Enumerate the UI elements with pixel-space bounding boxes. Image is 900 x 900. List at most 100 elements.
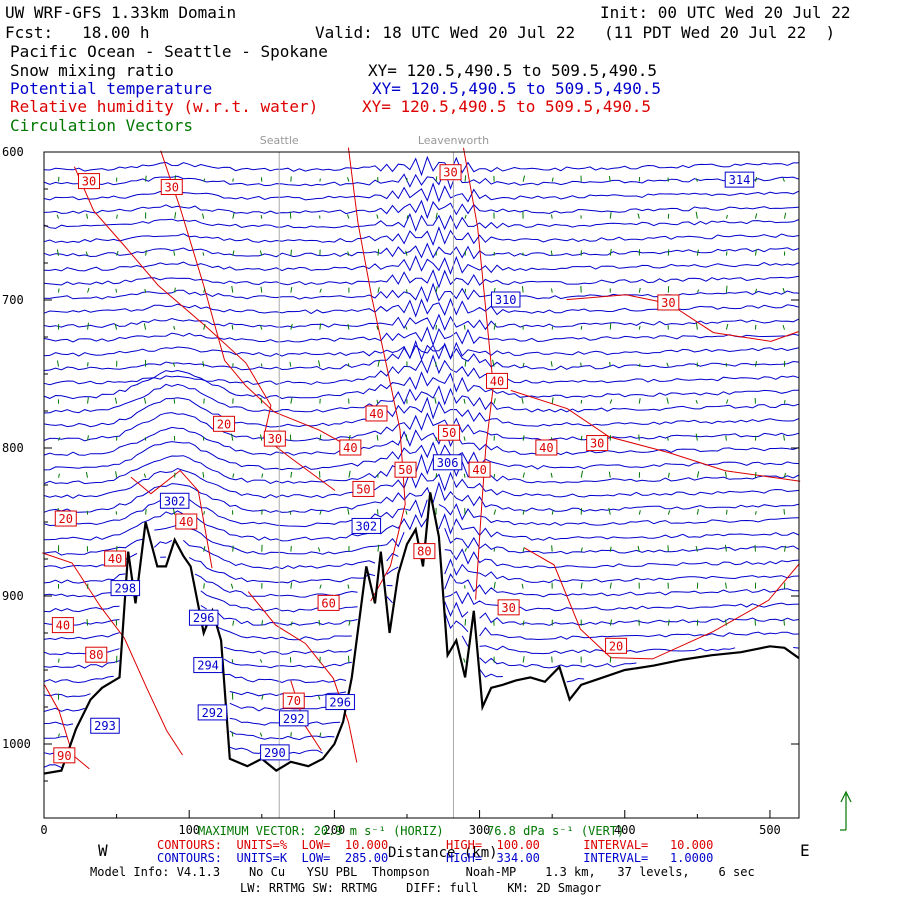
vector-arrow (290, 582, 293, 589)
vector-arrow (144, 288, 147, 293)
theta-contour-label: 296 (193, 611, 215, 625)
rh-contour-line (524, 547, 800, 660)
vector-arrow (551, 545, 553, 552)
vector-arrow (725, 582, 727, 589)
rh-contour-label: 40 (179, 515, 193, 529)
theta-contour-line (43, 764, 62, 769)
vector-arrow (609, 323, 612, 330)
rh-contour-label: 40 (343, 441, 357, 455)
vector-arrow (172, 362, 176, 367)
vector-arrow (405, 434, 408, 441)
vector-arrow (58, 733, 60, 737)
vector-arrow (551, 177, 554, 182)
vector-arrow (290, 471, 293, 478)
vector-arrow (464, 288, 467, 293)
theta-contour-label-box (188, 609, 219, 626)
vector-arrow (580, 325, 583, 330)
theta-contour-info: CONTOURS: UNITS=K LOW= 285.00 HIGH= 334.… (157, 851, 714, 865)
vector-arrow (231, 731, 234, 737)
vector-arrow (259, 434, 263, 441)
theta-contour-line (43, 354, 800, 386)
theta-contour-line (43, 412, 800, 442)
vector-arrow (405, 510, 408, 515)
vector-arrow (521, 583, 524, 589)
rh-contour-label-box (263, 430, 286, 447)
vector-arrow (435, 437, 438, 441)
vector-arrow (724, 544, 727, 552)
rh-contour-label-box (394, 461, 417, 478)
theta-contour-label: 302 (164, 494, 186, 508)
vector-arrow (116, 251, 119, 256)
vector-arrow (319, 178, 321, 182)
vector-arrow (782, 178, 785, 182)
rh-contour-label: 40 (108, 552, 122, 566)
vector-arrow (464, 250, 467, 256)
rh-contour-label: 30 (443, 166, 457, 180)
vector-arrow (144, 397, 147, 404)
west-label: W (98, 841, 108, 860)
rh-contour-label: 70 (287, 694, 301, 708)
vector-arrow (405, 250, 408, 256)
vector-arrow (725, 214, 728, 219)
rh-contour-label: 30 (661, 296, 675, 310)
theta-contour-line (43, 313, 800, 331)
vector-arrow (319, 288, 322, 293)
vector-arrow (782, 324, 785, 330)
field-theta-label: Potential temperature (10, 79, 213, 98)
vector-arrow (348, 620, 351, 626)
vector-arrow (377, 248, 380, 256)
vector-arrow (347, 323, 350, 330)
theta-contour-line (43, 496, 800, 528)
theta-contour-line (43, 510, 800, 542)
theta-contour-label-box (490, 291, 521, 308)
theta-contour-label-box (193, 657, 223, 674)
vector-arrow (695, 211, 698, 219)
theta-contour-label: 296 (329, 696, 351, 710)
vector-arrow (173, 325, 176, 330)
vector-arrow (259, 250, 263, 256)
vector-arrow (145, 250, 147, 256)
theta-contour-line (43, 155, 799, 177)
vector-arrow (695, 545, 698, 552)
vector-arrow (522, 435, 525, 441)
vector-arrow (318, 360, 321, 367)
rh-contour-label: 40 (369, 407, 383, 421)
vector-arrow (56, 249, 60, 256)
rh-contour-label-box (54, 510, 77, 527)
vector-arrow (377, 544, 380, 552)
theta-contour-label-box (325, 694, 355, 711)
y-tick-label: 900 (2, 589, 24, 603)
x-tick-label: 100 (178, 823, 200, 837)
rh-contour-label-box (78, 173, 101, 190)
vector-arrow (261, 694, 264, 700)
theta-contour-line (43, 369, 800, 400)
vector-arrow (203, 288, 206, 293)
vector-arrow (580, 547, 583, 552)
vector-arrow (637, 213, 640, 219)
vector-arrow (56, 214, 59, 219)
vector-arrow (231, 433, 234, 441)
init-time: Init: 00 UTC Wed 20 Jul 22 (600, 3, 851, 22)
vector-arrow (463, 398, 466, 404)
vector-arrow (638, 325, 641, 330)
theta-contour-line (43, 657, 637, 669)
vector-arrow (608, 507, 611, 515)
theta-contour-line (43, 668, 585, 684)
rh-contour-label: 80 (417, 545, 431, 559)
vector-arrow (609, 546, 612, 552)
rh-contour-label: 90 (57, 749, 71, 763)
rh-contour-label: 20 (217, 417, 231, 431)
field-rh-xy: XY= 120.5,490.5 to 509.5,490.5 (362, 97, 651, 116)
theta-contour-line (43, 326, 800, 347)
vector-arrow (405, 326, 408, 330)
theta-contour-line (43, 481, 800, 513)
theta-contour-label: 293 (94, 719, 116, 733)
vector-arrow (174, 212, 177, 219)
vector-arrow (551, 397, 554, 404)
vector-arrow (667, 437, 669, 441)
vector-arrow (522, 362, 525, 367)
vector-arrow (203, 511, 206, 515)
vector-arrow (666, 397, 669, 404)
rh-contour-label-box (51, 617, 74, 634)
vector-arrow (637, 545, 640, 552)
